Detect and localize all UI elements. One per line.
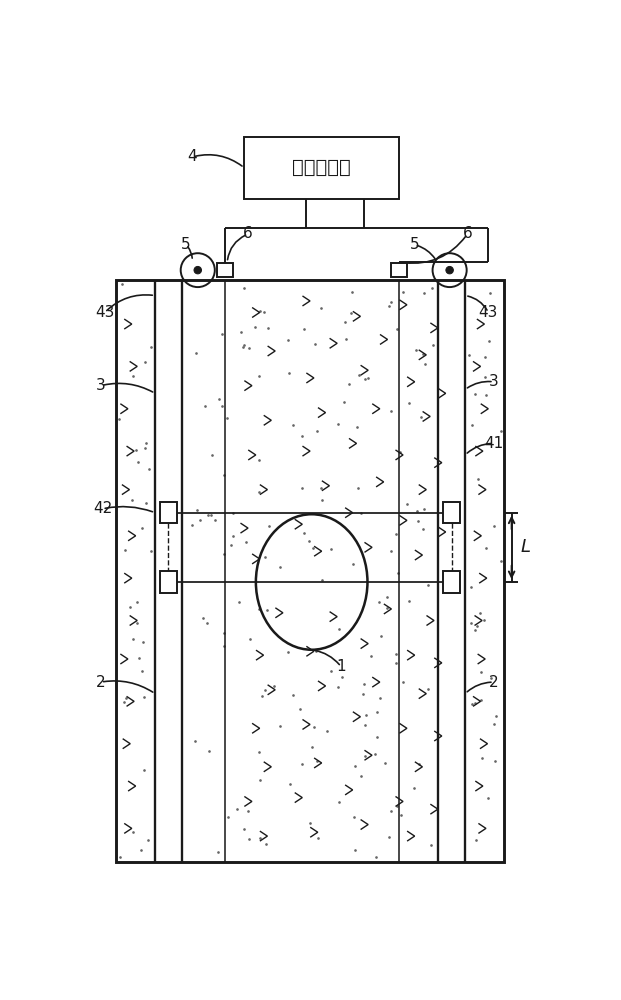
Text: 41: 41 [484,436,504,451]
Bar [443,571,461,593]
Text: 3: 3 [489,374,499,389]
Text: 4: 4 [188,149,197,164]
Text: 2: 2 [489,675,499,690]
Text: 5: 5 [181,237,191,252]
Text: 1: 1 [337,659,346,674]
Bar [244,137,399,199]
Bar [217,263,233,277]
Text: 5: 5 [410,237,420,252]
Text: 42: 42 [93,501,112,516]
Circle shape [446,266,453,274]
Bar [443,502,461,523]
Bar [391,263,407,277]
Text: 43: 43 [95,305,114,320]
Text: L: L [521,538,531,556]
Bar [160,571,177,593]
Text: 2: 2 [96,675,106,690]
Bar [160,502,177,523]
Circle shape [194,266,201,274]
Text: 6: 6 [463,226,473,241]
Bar [116,280,504,862]
Text: 超声检测仪: 超声检测仪 [292,158,351,177]
Text: 43: 43 [479,305,498,320]
Text: 3: 3 [96,378,106,393]
Text: 6: 6 [243,226,253,241]
